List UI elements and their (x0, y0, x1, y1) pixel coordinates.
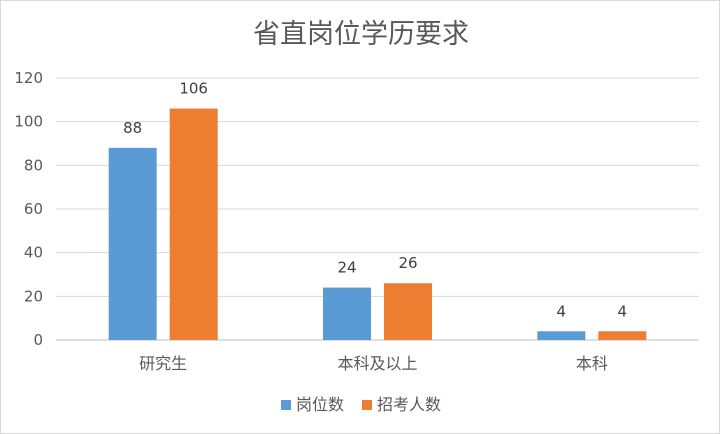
bar (108, 147, 157, 340)
bar (384, 283, 432, 340)
bar (169, 108, 218, 340)
bar (323, 287, 371, 340)
y-tick-label: 60 (24, 200, 43, 218)
legend-label: 岗位数 (296, 395, 344, 414)
x-tick-label: 本科 (576, 354, 608, 373)
bars (108, 108, 647, 340)
data-label: 88 (123, 119, 142, 137)
bar (598, 331, 647, 340)
data-labels: 88 106 24 26 4 4 (123, 80, 627, 321)
y-tick-label: 80 (24, 156, 43, 174)
y-tick-label: 40 (24, 244, 43, 262)
bar (537, 331, 586, 340)
y-tick-label: 0 (33, 331, 43, 349)
x-tick-label: 研究生 (139, 354, 187, 373)
data-label: 4 (557, 302, 567, 320)
data-label: 26 (398, 254, 417, 272)
y-tick-label: 120 (14, 69, 43, 87)
legend-swatch (362, 400, 372, 410)
data-label: 4 (618, 302, 628, 320)
chart-title: 省直岗位学历要求 (253, 19, 469, 50)
legend-swatch (281, 400, 291, 410)
y-tick-label: 100 (14, 113, 43, 131)
y-tick-label: 20 (24, 287, 43, 305)
data-label: 24 (337, 259, 356, 277)
axis: 0 20 40 60 80 100 120 研究生 本科及以上 本科 (14, 69, 699, 373)
x-tick-label: 本科及以上 (337, 354, 417, 373)
gridlines (56, 77, 699, 297)
legend: 岗位数 招考人数 (281, 395, 441, 414)
data-label: 106 (179, 80, 208, 98)
legend-label: 招考人数 (377, 395, 441, 414)
